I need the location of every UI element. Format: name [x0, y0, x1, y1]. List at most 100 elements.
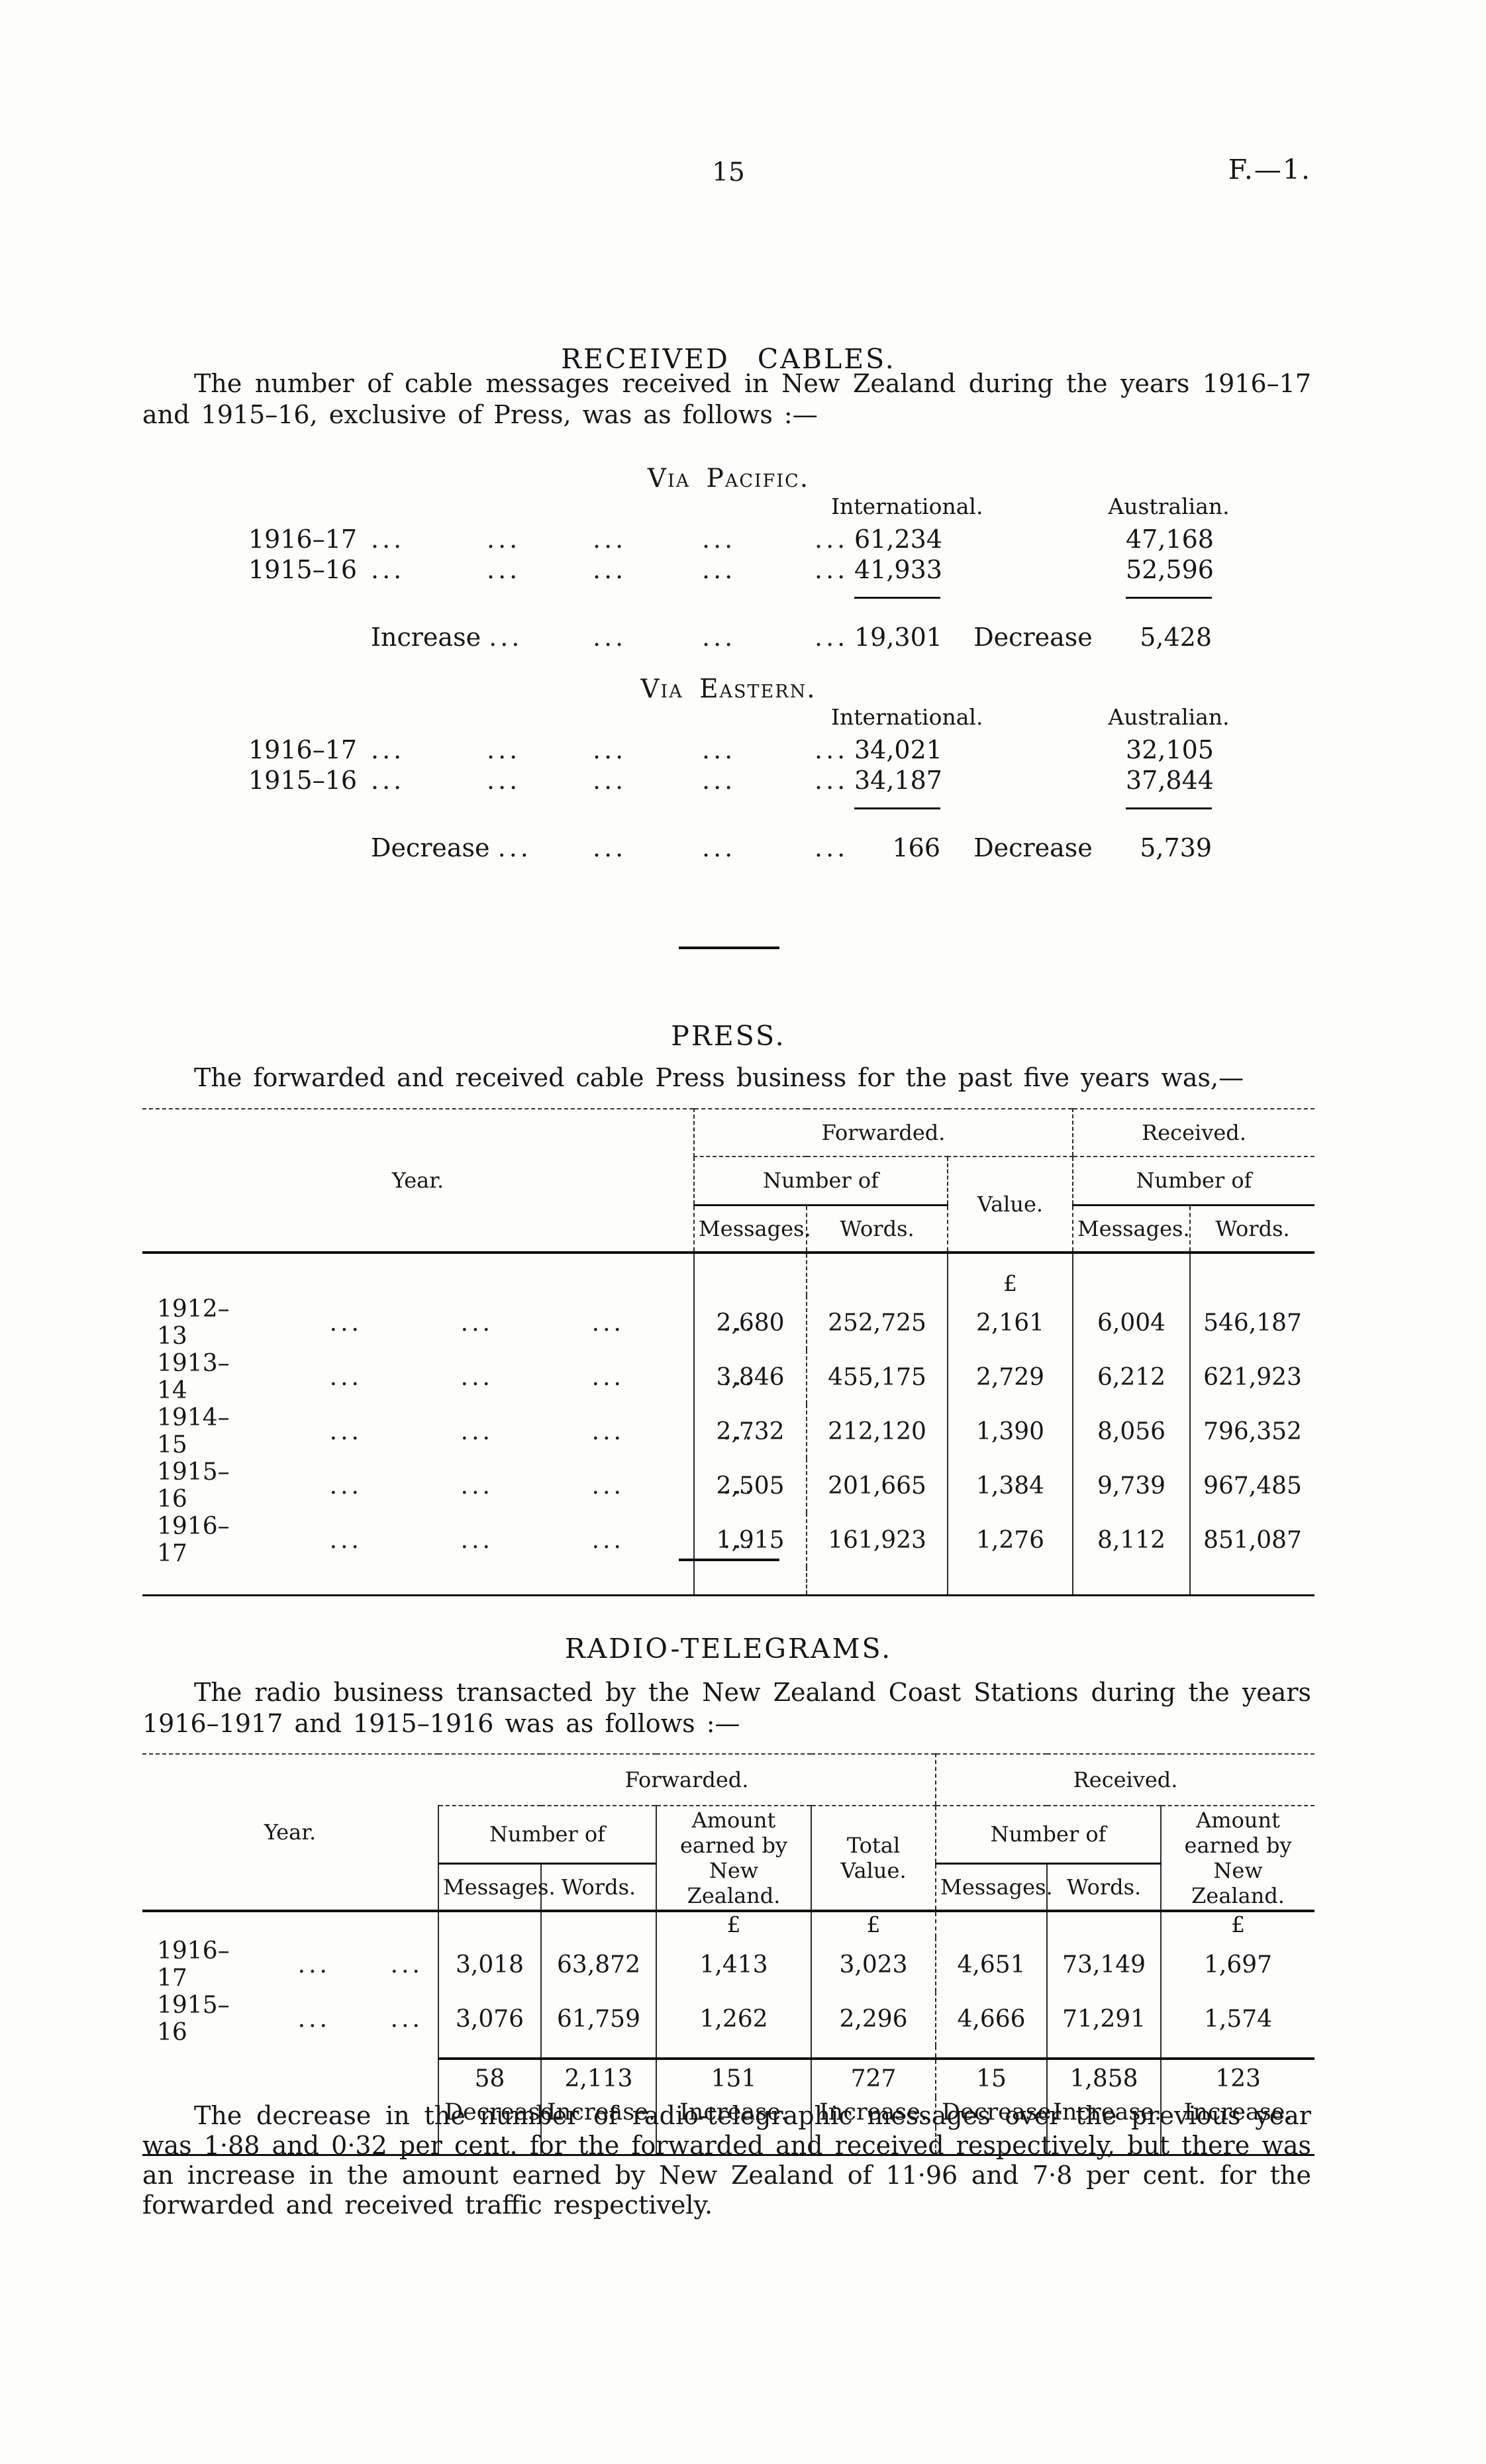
year-column-header: Year. [391, 1168, 444, 1193]
dot-leader: ... [329, 1309, 362, 1337]
dot-leader: ... [591, 1417, 624, 1445]
received-words-cell: 967,485 [1189, 1459, 1315, 1513]
received-words-cell: 546,187 [1189, 1296, 1315, 1350]
empty-cell [1072, 1567, 1190, 1595]
forwarded-amount-cell: 1,413 [656, 1937, 811, 1992]
received-words-cell: 73,149 [1046, 1937, 1162, 1992]
empty-cell [142, 2059, 438, 2097]
summary-label: Increase. [1160, 2097, 1315, 2127]
international-change-value: 166 [892, 833, 940, 862]
dot-leader: ... [702, 735, 736, 764]
received-amount-cell: 1,697 [1160, 1937, 1315, 1992]
empty-cell [693, 1253, 807, 1296]
total-value-header: Total Value. [810, 1806, 936, 1911]
empty-cell [540, 2127, 656, 2155]
summary-value: 151 [656, 2057, 811, 2097]
total-rule [1126, 807, 1212, 809]
empty-cell [1046, 2046, 1162, 2059]
forwarded-messages-cell: 3,076 [438, 1992, 541, 2046]
year-label: 1915–16 [248, 766, 358, 795]
received-messages-cell: 4,666 [935, 1992, 1048, 2046]
dot-leader: ... [815, 555, 849, 584]
dot-leader: ... [702, 766, 736, 795]
empty-cell [810, 2127, 936, 2155]
dot-leader: ... [460, 1526, 493, 1554]
dot-leader: ... [487, 766, 521, 795]
received-number-of-header: Number of [935, 1806, 1162, 1865]
table-row: 1915–16............ 2,505 201,665 1,384 … [142, 1459, 1315, 1513]
forwarded-words-cell: 252,725 [806, 1296, 948, 1350]
empty-cell [1046, 1911, 1162, 1937]
dot-leader: ... [815, 525, 849, 554]
summary-label: Increase. [1046, 2097, 1162, 2127]
forwarded-words-cell: 61,759 [540, 1992, 656, 2046]
year-cell: 1912–13............ [142, 1296, 752, 1350]
dot-leader: ... [497, 833, 532, 862]
forwarded-messages-cell: 3,018 [438, 1937, 541, 1992]
received-number-of-header: Number of [1071, 1156, 1315, 1206]
dot-leader: ... [702, 833, 736, 862]
forwarded-messages-cell: 2,680 [693, 1296, 807, 1350]
summary-label: Increase. [810, 2097, 936, 2127]
empty-cell [142, 1911, 438, 1937]
year-cell: 1916–17............ [142, 1513, 752, 1567]
summary-label: Increase. [540, 2097, 656, 2127]
dot-leader: ... [591, 1309, 624, 1337]
year-label: 1916–17 [157, 1937, 230, 1992]
table-header-row: Number of Value. Number of [142, 1156, 1315, 1253]
dot-leader: ... [815, 623, 849, 652]
dot-leader: ... [371, 555, 405, 584]
australian-value: 47,168 [1126, 525, 1214, 554]
empty-cell [438, 2046, 541, 2059]
forwarded-group-header: Forwarded. [693, 1109, 1073, 1157]
value-cell: 1,390 [947, 1404, 1073, 1459]
forwarded-messages-cell: 1,915 [693, 1513, 807, 1567]
dot-leader: ... [487, 525, 521, 554]
forwarded-words-cell: 455,175 [806, 1350, 948, 1404]
summary-value: 123 [1160, 2057, 1315, 2097]
received-messages-cell: 6,004 [1072, 1296, 1190, 1350]
filler-row [142, 2127, 1315, 2155]
year-cell: 1915–16............ [142, 1459, 752, 1513]
empty-cell [935, 1911, 1048, 1937]
empty-cell [656, 2046, 811, 2059]
australian-value: 32,105 [1126, 735, 1214, 764]
empty-cell [438, 1911, 541, 1937]
radio-table-header: Year. Forwarded. Received. Number of Amo… [142, 1754, 1315, 1911]
currency-symbol: £ [656, 1911, 811, 1937]
table-row: 1913–14............ 3,846 455,175 2,729 … [142, 1350, 1315, 1404]
dot-leader: ... [297, 2005, 330, 2033]
via-pacific-title: Via Pacific. [647, 464, 810, 493]
australian-change-label: Decrease [973, 833, 1093, 862]
empty-cell [806, 1567, 948, 1595]
year-label: 1916–17 [248, 735, 358, 764]
dot-leader: ... [593, 735, 627, 764]
sum-rules [142, 594, 1314, 605]
column-header-australian: Australian. [1108, 704, 1230, 730]
section-divider [679, 947, 779, 949]
dot-leader: ... [593, 766, 627, 795]
empty-cell [142, 2046, 438, 2059]
forwarded-words-cell: 161,923 [806, 1513, 948, 1567]
empty-cell [947, 1567, 1073, 1595]
received-words-cell: 796,352 [1189, 1404, 1315, 1459]
via-eastern-column-headers: International. Australian. [142, 704, 1314, 732]
messages-column-header: Messages. [693, 1205, 811, 1253]
via-pacific-section: Via Pacific. International. Australian. … [142, 464, 1314, 652]
filler-row [142, 1567, 1315, 1595]
dot-leader: ... [487, 555, 521, 584]
summary-label: Decrease. [438, 2097, 562, 2127]
forwarded-messages-cell: 2,505 [693, 1459, 807, 1513]
table-row: 1914–15............ 2,732 212,120 1,390 … [142, 1404, 1315, 1459]
summary-label: Increase [371, 623, 481, 652]
received-amount-cell: 1,574 [1160, 1992, 1315, 2046]
value-cell: 1,276 [947, 1513, 1073, 1567]
value-cell: 2,161 [947, 1296, 1073, 1350]
closing-paragraph: The decrease in the number of radio-tele… [142, 2101, 1311, 2220]
forwarded-words-cell: 212,120 [806, 1404, 948, 1459]
column-header-international: International. [831, 493, 983, 519]
forwarded-words-cell: 201,665 [806, 1459, 948, 1513]
column-header-international: International. [831, 704, 983, 730]
empty-cell [438, 2127, 541, 2155]
empty-cell [1189, 1567, 1315, 1595]
